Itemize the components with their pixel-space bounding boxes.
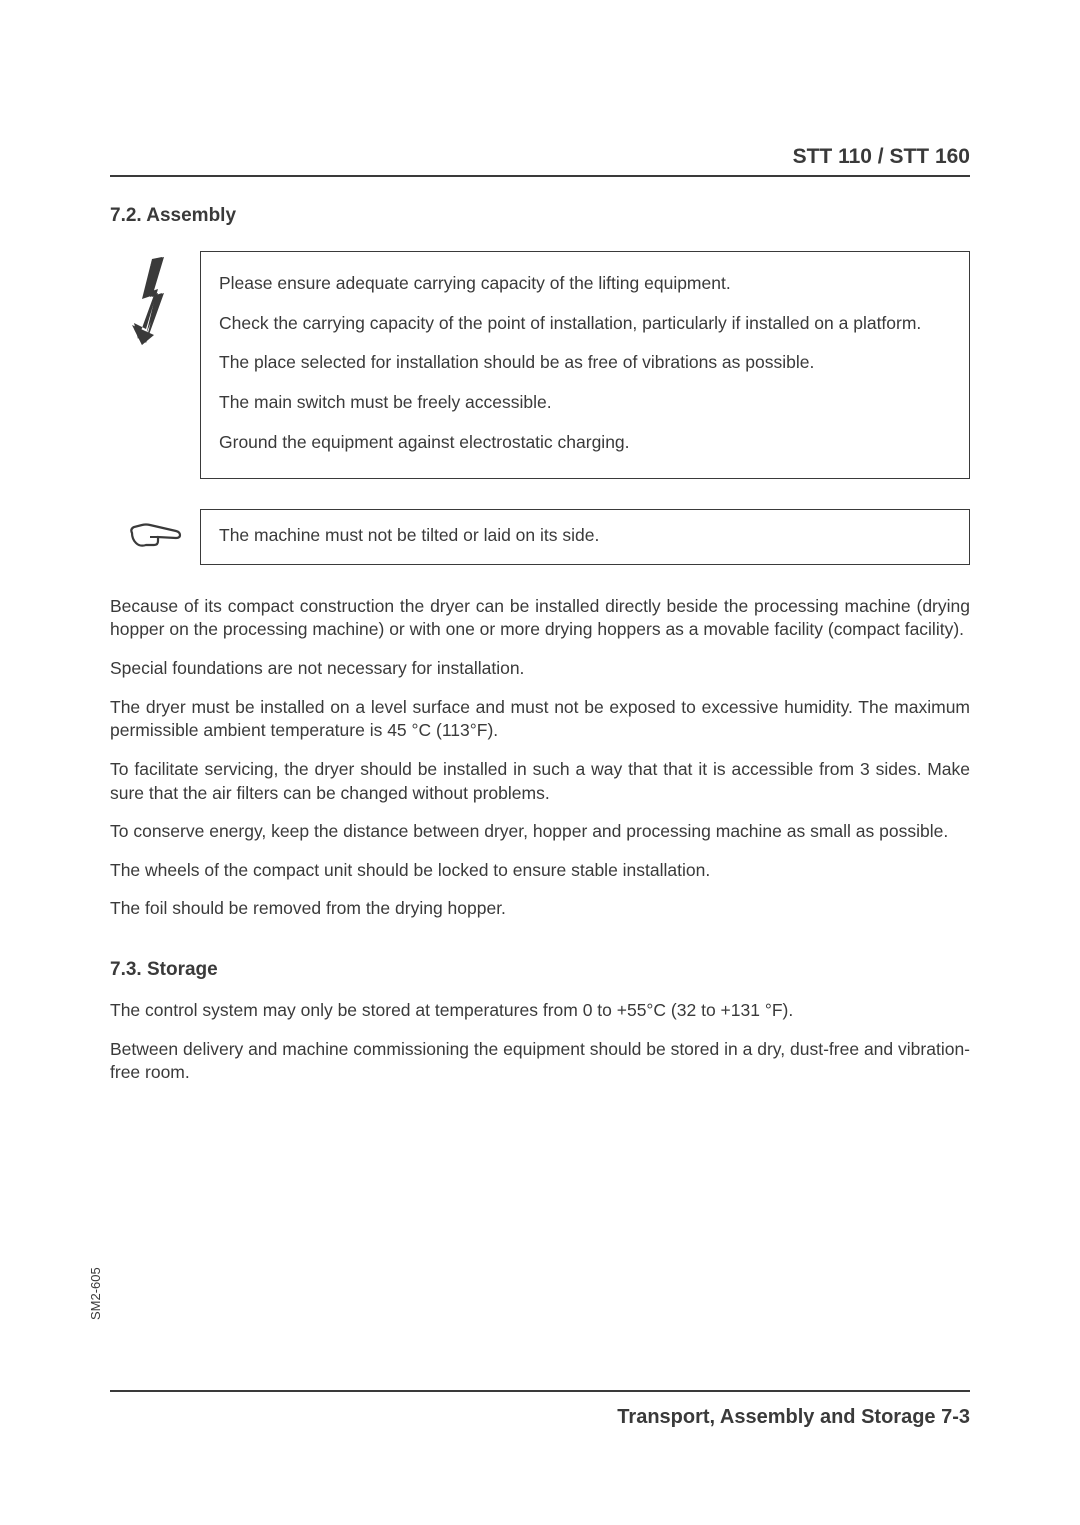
document-code-label: SM2-605 — [88, 1267, 103, 1320]
footer-section-title: Transport, Assembly and Storage 7-3 — [110, 1406, 970, 1429]
warning-box: Please ensure adequate carrying capacity… — [200, 251, 970, 479]
body-para: To facilitate servicing, the dryer shoul… — [110, 758, 970, 805]
body-para: To conserve energy, keep the distance be… — [110, 820, 970, 844]
body-para: The wheels of the compact unit should be… — [110, 859, 970, 883]
document-model-title: STT 110 / STT 160 — [110, 145, 970, 169]
body-para: Special foundations are not necessary fo… — [110, 657, 970, 681]
page-footer: Transport, Assembly and Storage 7-3 — [110, 1390, 970, 1429]
page-content: STT 110 / STT 160 7.2. Assembly Please e… — [0, 0, 1080, 1085]
page-header: STT 110 / STT 160 — [110, 145, 970, 177]
note-box: The machine must not be tilted or laid o… — [200, 509, 970, 565]
warning-text-5: Ground the equipment against electrostat… — [219, 431, 951, 455]
warning-text-1: Please ensure adequate carrying capacity… — [219, 272, 951, 296]
warning-callout: Please ensure adequate carrying capacity… — [110, 251, 970, 479]
warning-text-3: The place selected for installation shou… — [219, 351, 951, 375]
body-para: The control system may only be stored at… — [110, 999, 970, 1023]
warning-icon-cell — [110, 251, 200, 479]
body-para: The dryer must be installed on a level s… — [110, 696, 970, 743]
pointing-hand-icon — [128, 519, 182, 555]
assembly-body: Because of its compact construction the … — [110, 595, 970, 921]
body-para: Because of its compact construction the … — [110, 595, 970, 642]
warning-text-2: Check the carrying capacity of the point… — [219, 312, 951, 336]
body-para: Between delivery and machine commissioni… — [110, 1038, 970, 1085]
body-para: The foil should be removed from the dryi… — [110, 897, 970, 921]
storage-heading: 7.3. Storage — [110, 959, 970, 981]
note-text-1: The machine must not be tilted or laid o… — [219, 524, 951, 548]
storage-body: The control system may only be stored at… — [110, 999, 970, 1085]
warning-text-4: The main switch must be freely accessibl… — [219, 391, 951, 415]
note-callout: The machine must not be tilted or laid o… — [110, 509, 970, 565]
assembly-heading: 7.2. Assembly — [110, 205, 970, 227]
lightning-arrow-icon — [132, 257, 178, 347]
note-icon-cell — [110, 509, 200, 565]
